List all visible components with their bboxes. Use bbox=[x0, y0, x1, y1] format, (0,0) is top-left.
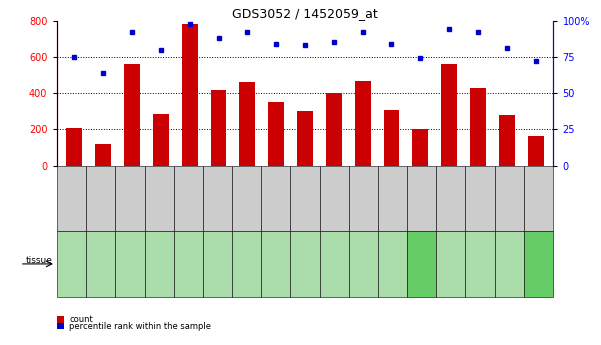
Text: placen
ta: placen ta bbox=[354, 258, 373, 269]
Text: GSM35558: GSM35558 bbox=[477, 180, 483, 216]
Bar bbox=[210, 90, 227, 166]
Bar bbox=[383, 110, 400, 166]
Text: GSM35555: GSM35555 bbox=[389, 180, 395, 216]
Text: sple
en: sple en bbox=[416, 258, 427, 269]
Text: GSM35549: GSM35549 bbox=[215, 180, 221, 216]
Text: subma
xillary
gland: subma xillary gland bbox=[471, 256, 489, 272]
Bar bbox=[499, 115, 514, 166]
Text: testis: testis bbox=[502, 262, 517, 266]
Bar bbox=[528, 136, 543, 166]
Text: stoma
ch: stoma ch bbox=[442, 258, 460, 269]
Bar bbox=[124, 64, 140, 166]
Text: percentile rank within the sample: percentile rank within the sample bbox=[69, 322, 211, 331]
Title: GDS3052 / 1452059_at: GDS3052 / 1452059_at bbox=[232, 7, 378, 20]
Text: GSM35547: GSM35547 bbox=[156, 180, 162, 216]
Text: GSM35553: GSM35553 bbox=[331, 180, 337, 216]
Text: ovar
y: ovar y bbox=[328, 258, 340, 269]
Text: brain: brain bbox=[64, 262, 79, 266]
Text: liver: liver bbox=[241, 262, 252, 266]
Bar bbox=[268, 102, 284, 166]
Bar bbox=[441, 64, 457, 166]
Text: GSM35554: GSM35554 bbox=[361, 180, 367, 216]
Text: GSM35545: GSM35545 bbox=[98, 180, 104, 216]
Text: eye: eye bbox=[154, 262, 164, 266]
Bar bbox=[67, 128, 82, 166]
Text: lung: lung bbox=[270, 262, 282, 266]
Bar bbox=[182, 24, 198, 166]
Text: GSM35556: GSM35556 bbox=[419, 180, 425, 216]
Text: GSM35550: GSM35550 bbox=[243, 180, 249, 216]
Text: skeleta
l
muscle: skeleta l muscle bbox=[383, 256, 403, 272]
Bar bbox=[412, 129, 429, 166]
Bar bbox=[470, 88, 486, 166]
Text: lymph
node: lymph node bbox=[296, 258, 314, 269]
Bar bbox=[297, 111, 313, 166]
Text: GSM35552: GSM35552 bbox=[302, 180, 308, 216]
Text: kidney: kidney bbox=[209, 262, 227, 266]
Text: thymu
s: thymu s bbox=[529, 258, 548, 269]
Text: count: count bbox=[69, 315, 93, 324]
Bar bbox=[326, 93, 342, 166]
Text: GSM35548: GSM35548 bbox=[185, 180, 191, 216]
Bar bbox=[96, 144, 111, 166]
Bar bbox=[355, 81, 371, 166]
Text: naive
CD4
cell: naive CD4 cell bbox=[93, 256, 108, 272]
Text: GSM35546: GSM35546 bbox=[127, 180, 133, 216]
Text: heart: heart bbox=[181, 262, 196, 266]
Text: GSM35551: GSM35551 bbox=[273, 180, 279, 216]
Text: day 7
embryо: day 7 embryо bbox=[120, 258, 141, 269]
Text: tissue: tissue bbox=[26, 256, 53, 265]
Bar bbox=[239, 82, 255, 166]
Text: GSM35544: GSM35544 bbox=[69, 180, 75, 216]
Bar bbox=[153, 114, 169, 166]
Text: GSM35557: GSM35557 bbox=[448, 180, 454, 216]
Text: GSM35559: GSM35559 bbox=[506, 180, 512, 216]
Text: GSM35560: GSM35560 bbox=[535, 180, 542, 216]
